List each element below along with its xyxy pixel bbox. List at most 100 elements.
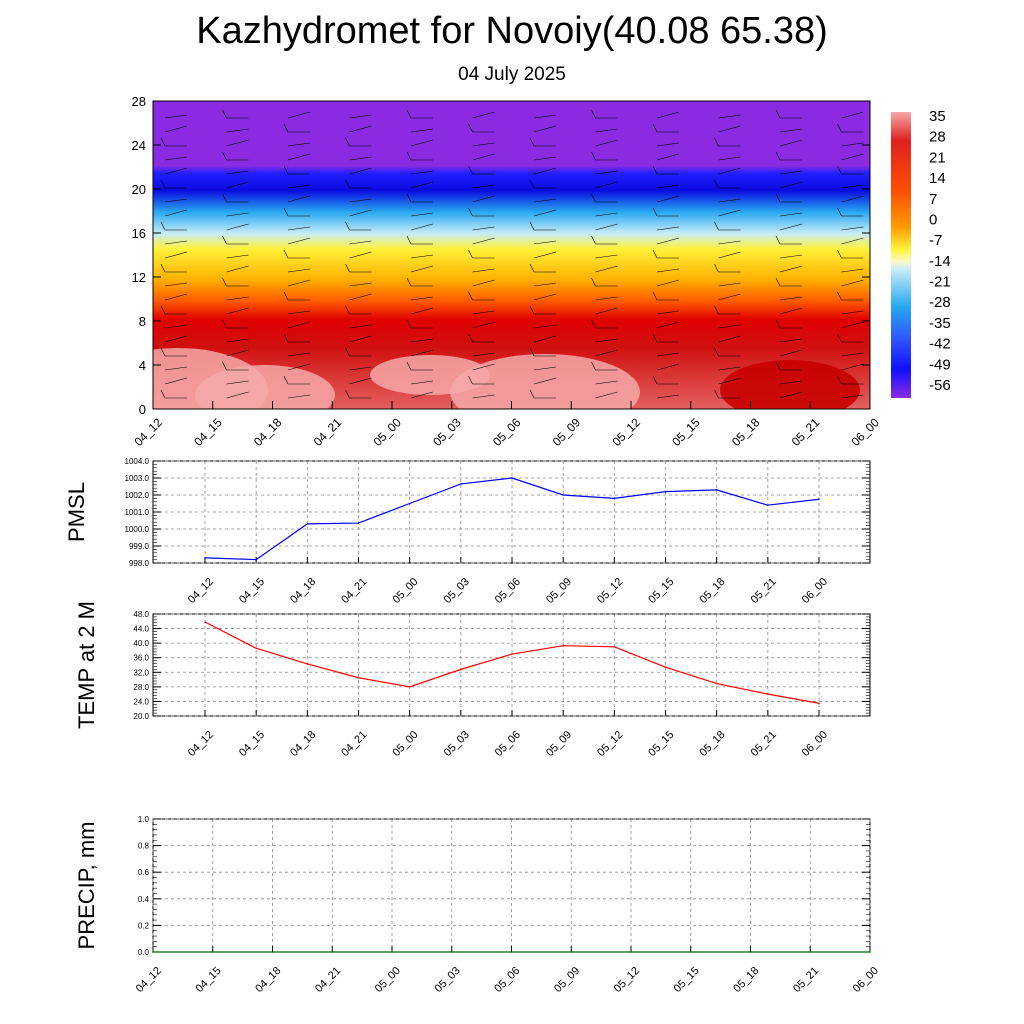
wind-barb [656, 237, 680, 245]
wind-barb [349, 156, 372, 161]
x-tick-label: 05_21 [749, 729, 779, 759]
y-axis-label: TEMP at 2 M [74, 601, 99, 729]
y-tick-label: 1002.0 [125, 491, 150, 500]
wind-barb [595, 349, 618, 357]
x-tick-label: 05_09 [552, 965, 582, 995]
wind-barb [283, 291, 310, 301]
data-point [204, 621, 206, 623]
wind-barb [779, 223, 803, 231]
x-tick-label: 04_18 [288, 729, 318, 759]
data-point [869, 951, 871, 953]
wind-barb [160, 137, 187, 147]
wind-barb [410, 391, 434, 399]
x-tick-label: 05_03 [442, 576, 472, 606]
x-tick-label: 05_21 [789, 415, 823, 449]
wind-barb [406, 193, 433, 203]
wind-barb [841, 268, 864, 273]
wind-barb [349, 198, 372, 203]
wind-barb [775, 277, 802, 287]
y-tick-label: 28 [132, 94, 146, 109]
wind-barb [595, 223, 618, 231]
wind-barb [779, 254, 803, 259]
wind-barb [226, 254, 249, 259]
wind-barb [287, 279, 311, 287]
x-tick-label: 04_12 [134, 965, 164, 995]
x-tick-label: 05_09 [544, 576, 574, 606]
wind-barb [595, 254, 618, 259]
x-tick-label: 04_15 [237, 576, 267, 606]
data-point [450, 951, 453, 953]
data-point [767, 504, 769, 507]
wind-barb [841, 195, 864, 203]
wind-barb [779, 181, 803, 189]
wind-barb [841, 310, 864, 315]
wind-barb [222, 109, 249, 119]
wind-barb [222, 193, 249, 203]
y-tick-label: 12 [132, 270, 146, 285]
wind-barb [714, 347, 741, 357]
wind-barb [714, 137, 741, 147]
y-tick-label: 36.0 [133, 654, 149, 663]
data-point [255, 647, 257, 650]
colorbar-label: -21 [929, 274, 951, 291]
wind-barb [222, 361, 249, 371]
colorbar-label: -14 [929, 253, 951, 270]
y-tick-label: 1001.0 [125, 508, 150, 517]
data-point [391, 951, 393, 953]
x-tick-label: 05_00 [373, 965, 403, 995]
wind-barb [533, 167, 557, 175]
data-point [408, 686, 411, 688]
wind-barb [775, 151, 802, 161]
data-point [630, 951, 632, 953]
wind-barb [349, 114, 372, 119]
wind-barb [841, 111, 864, 119]
wind-barb [472, 226, 495, 231]
wind-barb [533, 156, 557, 161]
wind-barb [468, 291, 495, 301]
wind-barb [406, 109, 433, 119]
colorbar-label: -35 [929, 315, 951, 332]
data-point [255, 558, 257, 561]
wind-barb [410, 139, 434, 147]
wind-barb [775, 193, 802, 203]
wind-barb [349, 240, 372, 245]
x-tick-label: 05_15 [672, 965, 702, 995]
x-tick-label: 05_06 [493, 576, 523, 606]
y-tick-label: 44.0 [133, 625, 149, 634]
wind-barb [349, 125, 372, 133]
x-tick-label: 05_12 [595, 729, 625, 759]
data-point [204, 557, 206, 559]
data-point [460, 483, 462, 485]
x-tick-label: 06_00 [800, 729, 830, 759]
y-tick-label: 0 [139, 402, 146, 417]
wind-barb [714, 305, 741, 315]
data-point [613, 645, 616, 648]
wind-barb [718, 324, 741, 329]
wind-barb [226, 128, 249, 133]
wind-barb [779, 307, 803, 315]
wind-barb [656, 394, 680, 399]
wind-barb [841, 363, 864, 371]
data-point [715, 682, 718, 685]
wind-barb [656, 195, 680, 203]
wind-barb [533, 282, 557, 287]
wind-barb [222, 319, 249, 329]
y-tick-label: 40.0 [133, 639, 149, 648]
wind-barb [595, 128, 618, 133]
wind-barb [652, 375, 679, 385]
x-tick-label: 04_21 [313, 965, 343, 995]
wind-barb [837, 207, 864, 217]
wind-barb [714, 221, 741, 231]
x-tick-label: 05_09 [550, 415, 584, 449]
warm-core-region [450, 354, 640, 409]
wind-barb [287, 142, 311, 147]
wind-barb [656, 226, 680, 231]
data-point [613, 497, 616, 500]
wind-barb [595, 380, 618, 385]
x-tick-label: 04_15 [194, 965, 224, 995]
wind-barb [226, 380, 249, 385]
wind-barb [656, 363, 680, 371]
wind-barb [287, 111, 311, 119]
wind-barb [164, 209, 188, 217]
wind-barb [406, 151, 433, 161]
